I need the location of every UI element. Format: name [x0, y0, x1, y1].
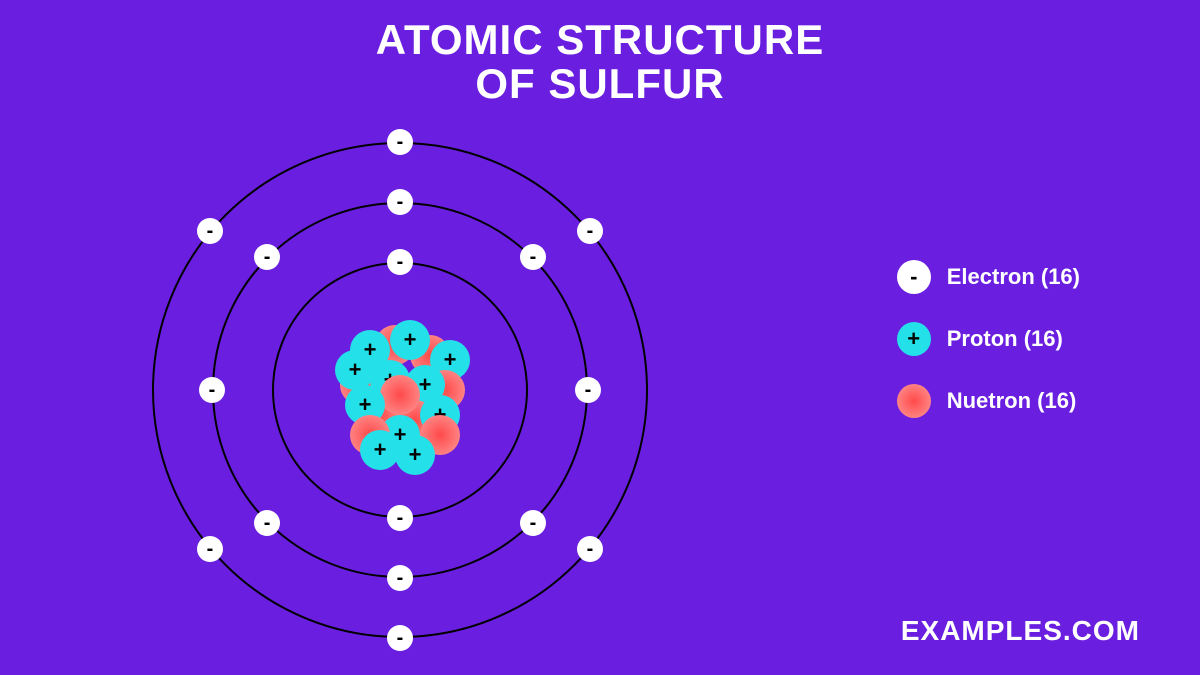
electron: - — [577, 218, 603, 244]
page-title: ATOMIC STRUCTURE OF SULFUR — [0, 18, 1200, 106]
footer-attribution: EXAMPLES.COM — [901, 615, 1140, 647]
proton-icon: + — [897, 322, 931, 356]
title-line-1: ATOMIC STRUCTURE — [0, 18, 1200, 62]
electron-icon: - — [897, 260, 931, 294]
electron: - — [197, 218, 223, 244]
atom-diagram: +++++++++++ ---------------- — [140, 130, 660, 650]
electron: - — [387, 625, 413, 651]
legend-label-proton: Proton (16) — [947, 326, 1063, 352]
legend-label-neutron: Nuetron (16) — [947, 388, 1077, 414]
legend-row-electron: -Electron (16) — [897, 260, 1080, 294]
legend: -Electron (16) + Proton (16) Nuetron (16) — [897, 260, 1080, 446]
electron-shell — [152, 142, 648, 638]
electron: - — [197, 536, 223, 562]
legend-row-proton: + Proton (16) — [897, 322, 1080, 356]
electron: - — [387, 129, 413, 155]
neutron-icon — [897, 384, 931, 418]
legend-row-neutron: Nuetron (16) — [897, 384, 1080, 418]
legend-label-electron: Electron (16) — [947, 264, 1080, 290]
electron: - — [577, 536, 603, 562]
title-line-2: OF SULFUR — [0, 62, 1200, 106]
